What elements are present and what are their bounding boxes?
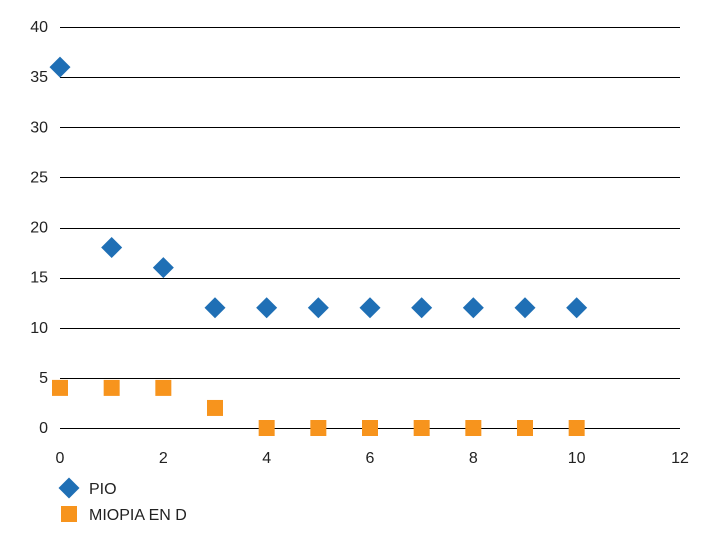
data-point-miopia-en-d-7 [413,420,430,436]
data-point-miopia-en-d-9 [517,420,533,436]
y-axis-tick-labels: 0 5 10 15 20 25 30 35 40 [30,19,48,437]
y-tick-label-10: 10 [30,320,48,337]
data-point-pio-5 [307,297,329,319]
data-points [49,56,588,436]
data-point-pio-3 [204,297,226,319]
data-point-miopia-en-d-4 [258,420,275,436]
data-point-pio-0 [49,56,71,78]
y-tick-label-35: 35 [30,69,48,86]
data-point-miopia-en-d-5 [310,420,327,436]
legend-marker-pio [58,477,80,499]
data-point-miopia-en-d-3 [207,399,223,416]
y-tick-label-40: 40 [30,19,48,36]
data-point-pio-10 [566,297,588,319]
data-point-pio-4 [256,297,278,319]
x-axis-tick-labels: 0 2 4 6 8 10 12 [56,450,689,467]
y-tick-label-30: 30 [30,119,48,136]
y-tick-label-25: 25 [30,169,48,186]
data-point-pio-7 [411,297,433,319]
data-point-pio-1 [101,237,123,259]
data-point-pio-2 [152,257,174,279]
data-point-miopia-en-d-2 [155,379,172,396]
legend-marker-miopia-en-d [61,506,77,522]
data-point-miopia-en-d-0 [52,379,68,396]
x-tick-label-10: 10 [568,450,586,467]
grid-lines [60,27,680,429]
x-tick-label-6: 6 [366,450,375,467]
y-tick-label-20: 20 [30,220,48,237]
x-tick-label-12: 12 [671,450,689,467]
y-tick-label-5: 5 [39,370,48,387]
x-tick-label-4: 4 [262,450,271,467]
data-point-pio-9 [514,297,536,319]
legend-label-miopia-en-d: MIOPIA EN D [89,507,187,524]
y-tick-label-0: 0 [39,420,48,437]
data-point-miopia-en-d-8 [465,420,482,436]
data-point-pio-8 [462,297,484,319]
x-tick-label-2: 2 [159,450,168,467]
legend-label-pio: PIO [89,481,117,498]
data-point-miopia-en-d-6 [362,420,378,436]
y-tick-label-15: 15 [30,270,48,287]
legend: PIO MIOPIA EN D [58,477,187,524]
data-point-miopia-en-d-1 [103,379,120,396]
data-point-miopia-en-d-10 [568,420,585,436]
x-tick-label-8: 8 [469,450,478,467]
data-point-pio-6 [359,297,381,319]
x-tick-label-0: 0 [56,450,65,467]
